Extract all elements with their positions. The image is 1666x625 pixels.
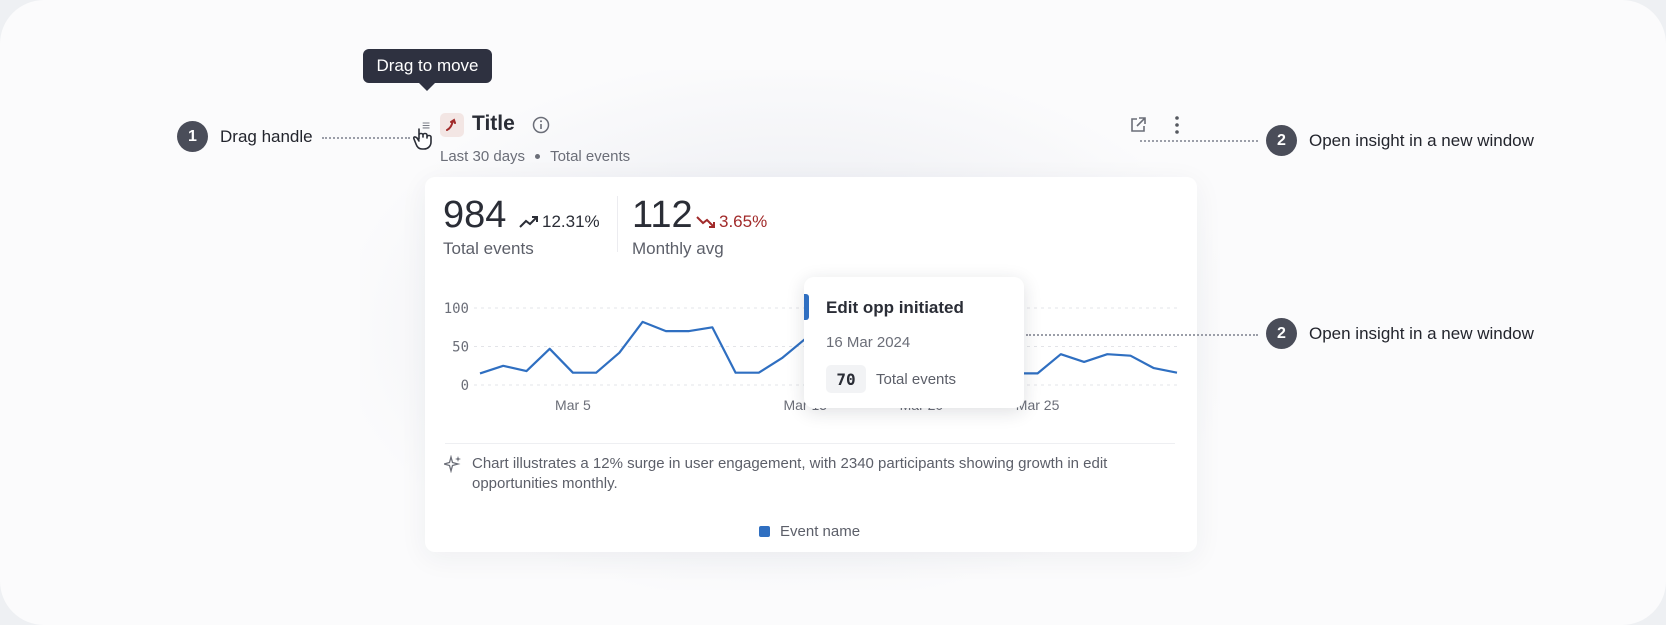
hover-date: 16 Mar 2024: [826, 334, 911, 351]
more-vertical-icon[interactable]: [1173, 115, 1181, 135]
chart-legend[interactable]: Event name: [759, 523, 860, 540]
insight-subtitle: Last 30 days Total events: [440, 148, 630, 165]
callout-number: 2: [1266, 125, 1297, 156]
legend-swatch: [759, 526, 770, 537]
x-tick-label: Mar 25: [1016, 397, 1060, 413]
hover-value: 70: [826, 365, 866, 393]
hover-accent-bar: [804, 294, 809, 320]
ai-summary: Chart illustrates a 12% surge in user en…: [472, 455, 1108, 492]
leader-line: [1140, 140, 1258, 142]
trend-value: 12.31%: [542, 212, 600, 231]
legend-label: Event name: [780, 523, 861, 540]
metric-avg-trend: 3.65%: [696, 212, 767, 232]
metric-total-value: 984: [443, 194, 507, 236]
leader-line: [322, 137, 410, 139]
trend-value: 3.65%: [719, 212, 768, 231]
callout-open-insight-mid: 2 Open insight in a new window: [1266, 318, 1534, 349]
callout-label: Drag handle: [220, 126, 313, 146]
y-tick-label: 100: [444, 301, 469, 317]
subtitle-metric: Total events: [550, 148, 631, 165]
metric-avg-label: Monthly avg: [632, 239, 724, 258]
open-external-icon[interactable]: [1129, 116, 1147, 134]
x-tick-label: Mar 5: [555, 397, 591, 413]
metric-total-label: Total events: [443, 239, 534, 258]
drag-grip-icon[interactable]: ≡: [422, 117, 431, 133]
callout-number: 1: [177, 121, 208, 152]
callout-open-insight-top: 2 Open insight in a new window: [1266, 125, 1534, 156]
trend-up-icon: [519, 216, 538, 228]
metric-total-trend: 12.31%: [519, 212, 600, 232]
summary-divider: [445, 443, 1175, 444]
subtitle-range: Last 30 days: [440, 148, 526, 165]
hover-title: Edit opp initiated: [826, 298, 964, 317]
drag-tooltip: Drag to move: [363, 49, 492, 91]
callout-number: 2: [1266, 318, 1297, 349]
info-icon[interactable]: [532, 116, 550, 134]
chart-hover-card: Edit opp initiated 16 Mar 2024 70 Total …: [804, 277, 1024, 408]
hover-value-label: Total events: [876, 371, 957, 388]
separator-dot: [535, 154, 541, 159]
callout-label: Open insight in a new window: [1309, 323, 1534, 343]
insight-title: Title: [472, 112, 515, 135]
ai-sparkle-icon: [444, 455, 461, 473]
hand-cursor-icon: [412, 128, 432, 150]
leader-line: [1026, 334, 1258, 336]
callout-drag-handle: 1 Drag handle: [177, 121, 313, 152]
metric-avg-value: 112: [632, 194, 693, 236]
y-tick-label: 50: [452, 340, 469, 356]
y-tick-label: 0: [461, 378, 469, 394]
funnel-trend-icon: [440, 113, 464, 137]
callout-label: Open insight in a new window: [1309, 130, 1534, 150]
metric-divider: [617, 196, 618, 252]
trend-down-icon: [696, 216, 715, 228]
